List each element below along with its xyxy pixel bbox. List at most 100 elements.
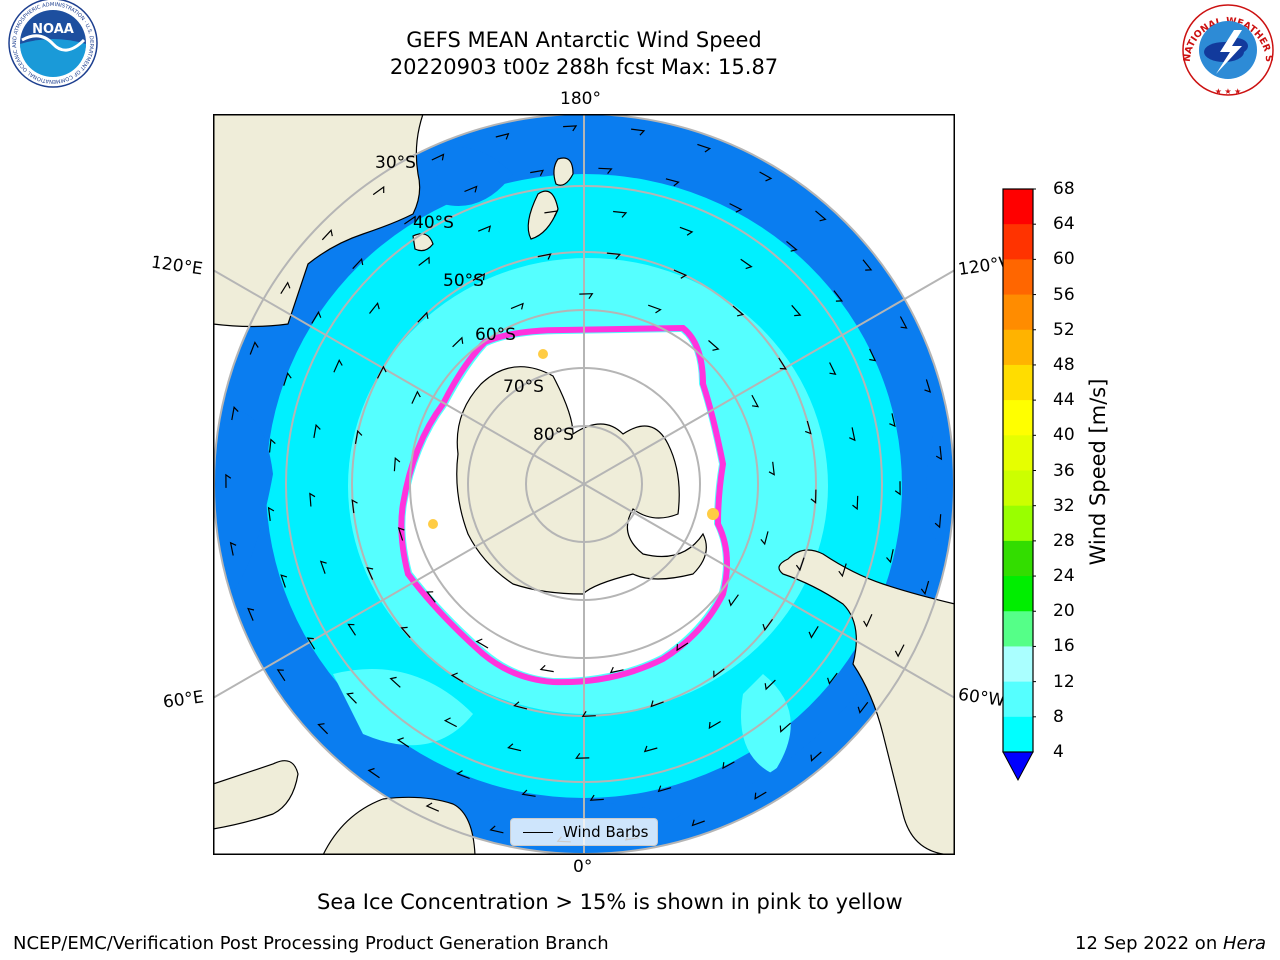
wind-barb (306, 637, 316, 650)
wind-barb (589, 794, 604, 801)
lat-label-80s: 80°S (533, 425, 574, 445)
colorbar (1002, 188, 1036, 782)
wind-barb (751, 394, 760, 408)
wind-barb (283, 371, 292, 386)
lat-label-50s: 50°S (443, 271, 484, 291)
sea-ice-patch (538, 349, 548, 359)
colorbar-segment (1003, 681, 1033, 718)
map-frame (213, 114, 955, 855)
wind-barb (691, 819, 705, 827)
wind-barb (443, 717, 457, 728)
wind-barb (808, 625, 819, 639)
colorbar-segment (1003, 329, 1033, 366)
wind-barb (537, 253, 552, 260)
wind-barb (886, 549, 894, 564)
colorbar-tick-label: 4 (1053, 742, 1064, 762)
wind-barb (786, 240, 798, 252)
wind-barb (317, 723, 329, 735)
wind-barb (521, 789, 536, 797)
colorbar-tick-label: 32 (1053, 495, 1075, 516)
wind-barb (863, 613, 873, 628)
wind-barb (393, 456, 401, 472)
wind-barb (754, 791, 767, 800)
wind-barb (333, 358, 343, 373)
wind-barb (713, 668, 725, 678)
wind-barb (495, 132, 510, 140)
wind-barb (924, 379, 932, 393)
wind-barbs-legend-line (523, 831, 553, 833)
colorbar-tick-label: 52 (1053, 319, 1075, 340)
wind-barb (269, 438, 276, 453)
wind-barb (225, 473, 232, 488)
map-title: GEFS MEAN Antarctic Wind Speed (406, 28, 762, 52)
wind-barb (609, 666, 624, 674)
wind-barb (762, 618, 773, 632)
wind-barb (795, 557, 805, 572)
colorbar-segment (1003, 189, 1033, 225)
wind-barb (366, 566, 374, 580)
wind-barb (477, 225, 492, 233)
wind-barb (869, 348, 877, 362)
lat-label-30s: 30°S (375, 153, 416, 173)
wind-barb (352, 257, 364, 270)
wind-barb (431, 153, 445, 161)
wind-barb (778, 357, 787, 370)
wind-barb (319, 560, 327, 574)
wind-barb (581, 710, 596, 718)
meridian-120w (583, 269, 955, 485)
wind-barb (411, 390, 421, 404)
wind-barb (857, 701, 869, 714)
colorbar-segment (1003, 505, 1033, 542)
wind-field-strong-patch (214, 410, 273, 614)
wind-barb (643, 745, 658, 753)
colorbar-tick-label: 40 (1053, 425, 1075, 446)
wind-barb (311, 310, 322, 324)
wind-barb (631, 128, 646, 136)
footer-branch: NCEP/EMC/Verification Post Processing Pr… (13, 933, 609, 954)
wind-barb (764, 679, 776, 691)
wind-barb (372, 185, 385, 196)
colorbar-segment (1003, 646, 1033, 683)
wind-barb (354, 429, 363, 445)
sea-ice-patch (428, 519, 438, 529)
wind-barb (833, 290, 844, 302)
wind-barb (647, 304, 662, 314)
wind-barb (852, 495, 859, 511)
wind-barb (351, 499, 358, 514)
wind-barb (889, 413, 896, 428)
wind-barb (575, 752, 590, 759)
wind-barb (759, 171, 773, 182)
south-america-land (778, 549, 955, 855)
wind-barb (894, 481, 901, 496)
wind-barb (722, 761, 735, 770)
wind-barb (935, 446, 943, 461)
wind-barb (676, 642, 689, 652)
wind-barb (544, 210, 559, 217)
wind-barb (729, 203, 743, 213)
colorbar-tick-label: 24 (1053, 566, 1075, 587)
wind-barb (475, 638, 489, 649)
colorbar-tick-label: 56 (1053, 284, 1075, 305)
wind-barb (768, 461, 775, 476)
colorbar-segment (1003, 400, 1033, 436)
antarctica-land (456, 366, 707, 595)
wind-barb (425, 591, 436, 603)
southern-africa-land (322, 796, 476, 855)
wind-barb (464, 185, 478, 193)
wind-barbs-legend-label: Wind Barbs (563, 823, 649, 841)
wind-barb (920, 580, 930, 596)
wind-barb (309, 492, 316, 507)
wind-barb (404, 215, 416, 225)
wind-barb (613, 210, 628, 218)
new-zealand-land (553, 157, 574, 186)
wind-barb (276, 669, 286, 682)
wind-barb (598, 167, 613, 174)
wind-barb (899, 316, 908, 329)
lat-label-70s: 70°S (503, 377, 544, 397)
wind-barb (367, 767, 380, 779)
wind-barb (231, 406, 239, 421)
wind-barb (791, 304, 802, 317)
colorbar-segment (1003, 435, 1033, 471)
wind-barb (665, 178, 680, 187)
wind-barb (657, 785, 672, 793)
